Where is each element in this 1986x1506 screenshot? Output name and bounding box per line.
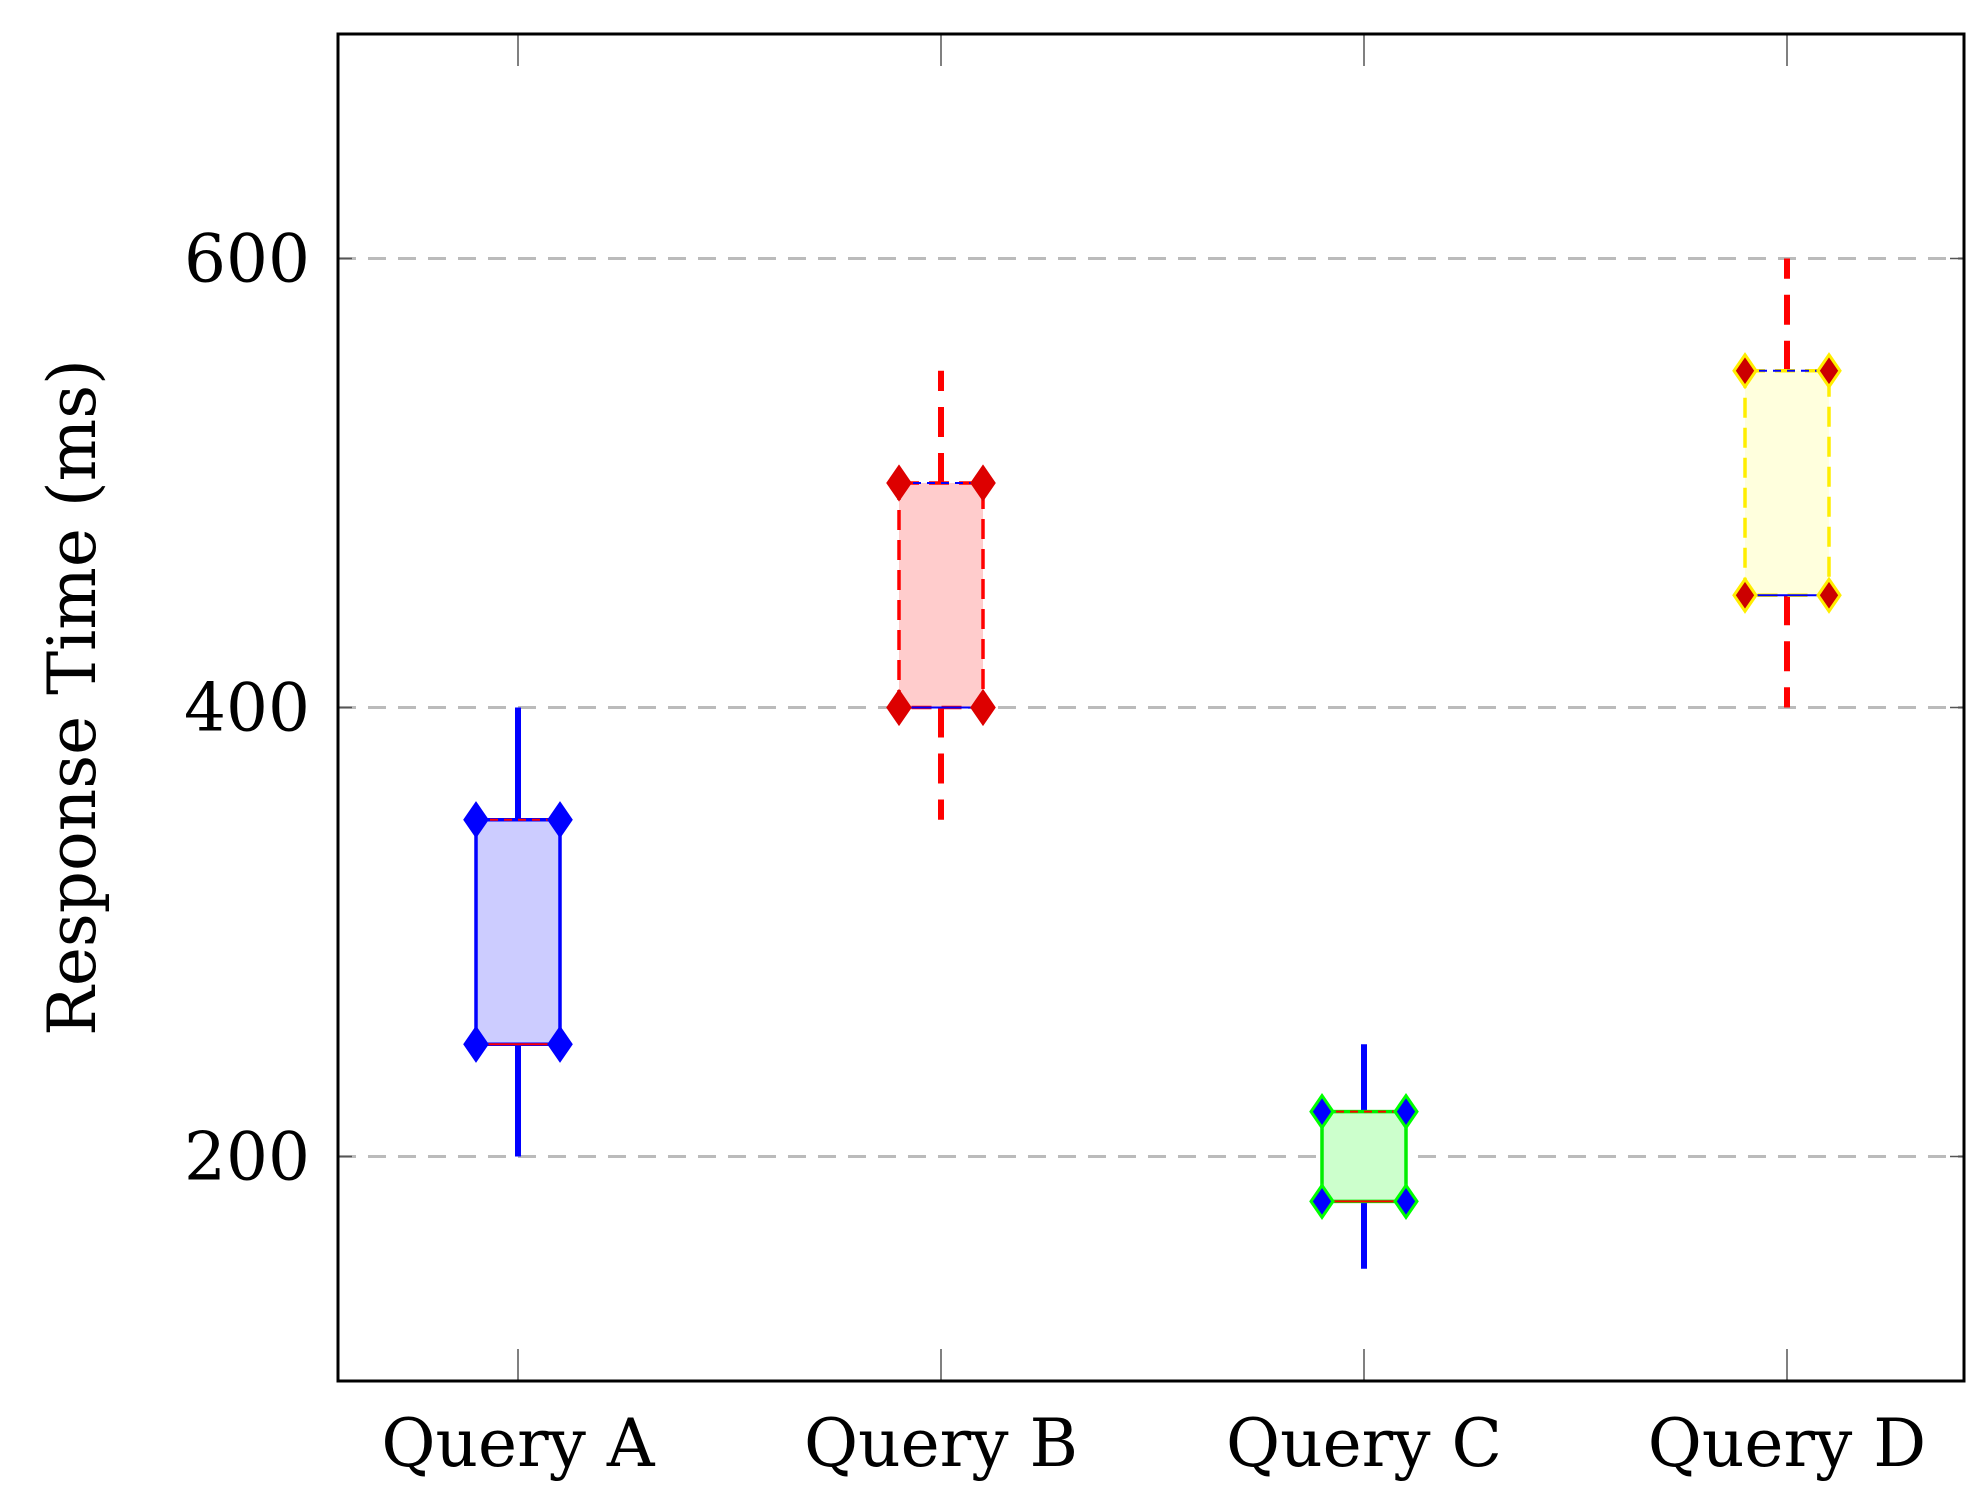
plot-frame bbox=[336, 32, 1966, 1383]
corner-marker-2 bbox=[970, 464, 996, 502]
axis-ticks bbox=[338, 34, 1964, 1381]
corner-marker-1 bbox=[886, 464, 912, 502]
box-body bbox=[897, 481, 985, 710]
ytick-label-600: 600 bbox=[184, 221, 310, 298]
corner-marker-1 bbox=[463, 801, 489, 839]
corner-marker-3 bbox=[463, 1025, 489, 1063]
xtick-label-3: Query D bbox=[1648, 1405, 1926, 1482]
corner-marker-3 bbox=[886, 688, 912, 727]
corner-marker-2 bbox=[1393, 1092, 1419, 1131]
box-1 bbox=[463, 707, 573, 1157]
corner-marker-3 bbox=[1732, 576, 1758, 614]
corner-marker-4 bbox=[970, 688, 996, 727]
corner-marker-2 bbox=[1816, 352, 1842, 390]
xtick-label-2: Query C bbox=[1226, 1405, 1502, 1482]
corner-marker-1 bbox=[1732, 352, 1758, 390]
corner-marker-1 bbox=[1309, 1092, 1335, 1131]
tick-labels: 200 400 600 Query A Query B Query C Query D bbox=[184, 221, 1926, 1483]
ytick-label-200: 200 bbox=[184, 1119, 310, 1196]
box-2 bbox=[886, 370, 996, 820]
boxes bbox=[463, 258, 1842, 1269]
box-4 bbox=[1732, 258, 1842, 708]
corner-marker-4 bbox=[1816, 576, 1842, 614]
corner-marker-3 bbox=[1309, 1182, 1335, 1221]
y-axis-label: Response Time (ms) bbox=[34, 359, 111, 1036]
ytick-label-400: 400 bbox=[184, 670, 310, 747]
box-body bbox=[474, 818, 562, 1046]
box-body bbox=[1743, 369, 1831, 597]
corner-marker-4 bbox=[547, 1025, 573, 1063]
corner-marker-4 bbox=[1393, 1182, 1419, 1221]
box-body bbox=[1320, 1109, 1408, 1204]
corner-marker-2 bbox=[547, 801, 573, 839]
box-3 bbox=[1309, 1044, 1419, 1269]
gridlines bbox=[338, 257, 1964, 1158]
xtick-label-0: Query A bbox=[381, 1405, 655, 1482]
xtick-label-1: Query B bbox=[804, 1405, 1078, 1482]
